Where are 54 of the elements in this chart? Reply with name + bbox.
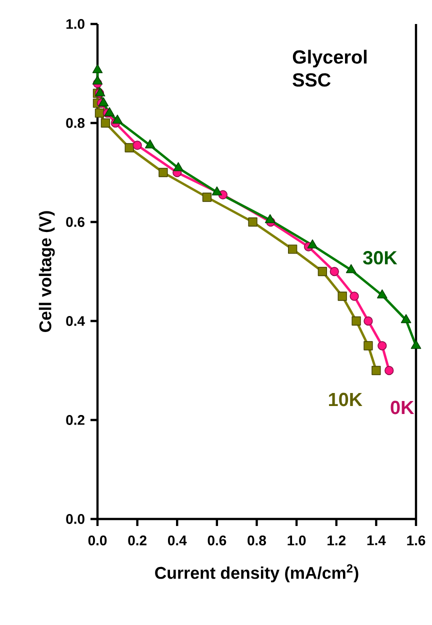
x-tick-label: 1.2 bbox=[328, 536, 346, 546]
point bbox=[318, 266, 328, 276]
point bbox=[377, 289, 388, 298]
series-label: 10K bbox=[329, 392, 362, 406]
point bbox=[112, 114, 123, 124]
point bbox=[364, 316, 373, 326]
point bbox=[98, 97, 109, 106]
y-axis-title: Cell voltage (V) bbox=[38, 211, 55, 332]
point bbox=[173, 162, 184, 172]
y-tick-label: 0.4 bbox=[66, 316, 85, 326]
x-tick-label: 1.6 bbox=[407, 536, 426, 546]
point bbox=[288, 244, 298, 254]
y-tick-label: 1.0 bbox=[66, 19, 84, 29]
point bbox=[350, 292, 359, 301]
point bbox=[132, 140, 142, 150]
point bbox=[338, 292, 347, 301]
point bbox=[248, 217, 258, 227]
point bbox=[124, 143, 134, 152]
series-label: 0K bbox=[390, 400, 414, 414]
point bbox=[307, 239, 318, 248]
point bbox=[378, 341, 387, 350]
y-tick-label: 0.6 bbox=[66, 217, 84, 227]
y-tick-label: 0.8 bbox=[66, 118, 85, 128]
point bbox=[346, 264, 356, 274]
x-tick-label: 0.2 bbox=[128, 536, 146, 546]
point bbox=[92, 64, 103, 74]
point bbox=[364, 341, 373, 350]
point bbox=[330, 266, 339, 276]
point bbox=[104, 107, 115, 116]
point bbox=[372, 366, 381, 376]
point bbox=[384, 366, 394, 376]
point bbox=[202, 192, 212, 202]
point bbox=[92, 76, 103, 85]
point bbox=[410, 340, 422, 349]
y-tick-label: 0.2 bbox=[66, 415, 84, 425]
x-tick-label: 0.6 bbox=[208, 536, 226, 546]
point bbox=[212, 186, 222, 196]
point bbox=[158, 168, 168, 178]
point bbox=[264, 214, 276, 224]
point bbox=[94, 108, 104, 118]
x-axis-title: Current density (mA/cm$^{2}$) bbox=[155, 564, 358, 582]
x-tick-label: 0.8 bbox=[248, 536, 266, 546]
point bbox=[352, 316, 361, 326]
x-tick-label: 0.0 bbox=[88, 536, 107, 546]
point bbox=[400, 314, 412, 324]
text: Glycerol bbox=[292, 50, 367, 68]
text: SSC bbox=[292, 73, 331, 87]
x-tick-label: 1.0 bbox=[288, 536, 306, 546]
x-tick-label: 1.4 bbox=[367, 536, 386, 546]
point bbox=[100, 118, 110, 128]
series-label: 30K bbox=[363, 251, 398, 264]
x-tick-label: 0.4 bbox=[168, 536, 187, 546]
y-tick-label: 0.0 bbox=[66, 514, 84, 524]
point bbox=[144, 139, 156, 148]
